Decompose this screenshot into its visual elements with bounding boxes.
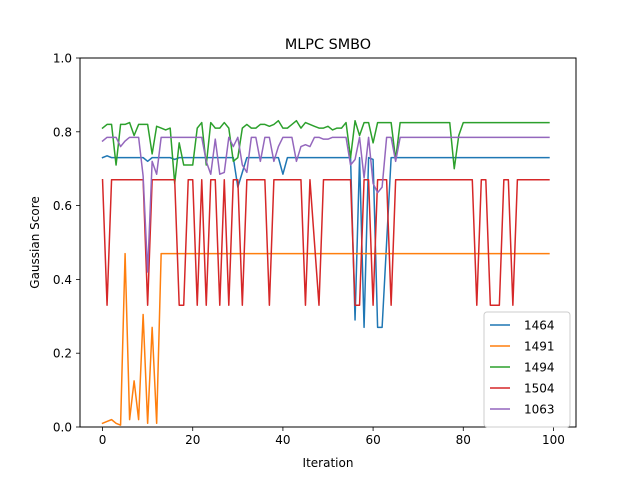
y-axis-ticks: 0.0 0.2 0.4 0.6 0.8 1.0 — [53, 52, 80, 435]
series-line-1491 — [101, 252, 550, 426]
y-tick-label: 0.4 — [53, 273, 72, 287]
y-tick-label: 0.0 — [53, 421, 72, 435]
x-axis-ticks: 0 20 40 60 80 100 — [99, 427, 565, 447]
x-axis-label: Iteration — [303, 456, 354, 470]
series-line-1063 — [101, 136, 550, 273]
chart-title: MLPC SMBO — [285, 37, 371, 53]
y-tick-label: 0.8 — [53, 125, 72, 139]
legend-label-1464: 1464 — [524, 319, 555, 333]
legend-label-1504: 1504 — [524, 382, 555, 396]
series-line-1494 — [101, 119, 550, 185]
y-tick-label: 1.0 — [53, 52, 72, 66]
y-tick-label: 0.6 — [53, 199, 72, 213]
series-layer — [101, 119, 550, 426]
y-tick-label: 0.2 — [53, 347, 72, 361]
legend-label-1491: 1491 — [524, 340, 555, 354]
series-line-1504 — [101, 178, 550, 306]
legend-box — [483, 311, 571, 428]
x-tick-label: 40 — [275, 433, 290, 447]
legend-label-1063: 1063 — [524, 403, 555, 417]
x-tick-label: 20 — [185, 433, 200, 447]
x-tick-label: 80 — [456, 433, 471, 447]
x-tick-label: 0 — [99, 433, 107, 447]
legend: 1464 1491 1494 1504 1063 — [483, 311, 571, 428]
x-tick-label: 60 — [365, 433, 380, 447]
legend-label-1494: 1494 — [524, 361, 555, 375]
y-axis-label: Gaussian Score — [28, 196, 42, 288]
plot-area-frame — [79, 57, 577, 428]
x-tick-label: 100 — [542, 433, 565, 447]
series-line-1464 — [101, 155, 550, 329]
